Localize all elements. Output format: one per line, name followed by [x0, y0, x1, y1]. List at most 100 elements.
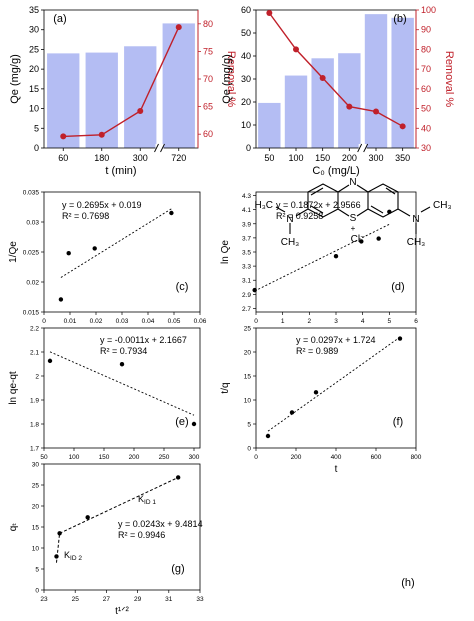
- xtick-label-g-3: 29: [134, 596, 142, 603]
- data-point-c-2: [92, 246, 97, 251]
- xtick-label-a-2: 300: [133, 153, 148, 163]
- ytick-label-b-0: 0: [246, 143, 251, 153]
- axis-break-2-b: [363, 143, 369, 153]
- ytick-label-c-4: 0.035: [23, 190, 40, 197]
- bar-b-1: [284, 75, 308, 148]
- plot-bg-g: [44, 464, 200, 590]
- xtick-label-f-4: 800: [411, 454, 422, 461]
- xtick-label-b-2: 150: [315, 153, 330, 163]
- panel-h-labels: N S + N N H₃C CH₃ CH₃ CH₃ Cl⁻: [254, 177, 451, 248]
- xtick-label-e-6: 300: [189, 454, 200, 461]
- ytick-label-g-4: 20: [32, 504, 40, 511]
- ytick-label-a-7: 35: [29, 5, 39, 15]
- data-point-g-1: [57, 531, 62, 536]
- xtick-label-d-6: 6: [414, 318, 418, 325]
- y2tick-label-b-3: 60: [421, 84, 431, 94]
- removal-point-b-3: [346, 103, 353, 110]
- fit-annotation-e-0: y = -0.0011x + 2.1667: [100, 335, 187, 345]
- panel-f: 0 200 400 600 800 0 5 10 15 20 25 y = 0.0297x + 1.7…: [220, 326, 422, 476]
- fit-annotation-f-1: R² = 0.989: [296, 346, 338, 356]
- plot-bg-e: [44, 328, 200, 448]
- panel-label-a: (a): [53, 13, 66, 25]
- data-point-f-1: [289, 410, 295, 415]
- y2tick-label-a-4: 80: [203, 19, 213, 29]
- methyl-left-lower: CH₃: [281, 237, 300, 248]
- panel-h-structure: [275, 183, 431, 234]
- ytick-label-d-4: 3.5: [242, 250, 251, 257]
- data-point-c-1: [66, 251, 71, 256]
- data-point-e-1: [119, 362, 125, 367]
- bar-a-3: [162, 23, 195, 148]
- data-point-g-3: [175, 475, 181, 480]
- bar-b-3: [338, 53, 361, 148]
- kid1-k: K: [138, 494, 144, 504]
- xtick-label-b-3: 200: [342, 153, 357, 163]
- removal-point-b-2: [319, 75, 326, 82]
- xtick-label-g-2: 27: [103, 596, 111, 603]
- ytick-label-a-1: 5: [34, 123, 39, 133]
- xtick-label-b-5: 350: [395, 153, 410, 163]
- xtick-label-d-2: 2: [308, 318, 312, 325]
- segment-label-kid1-g: KID 1: [138, 494, 156, 506]
- xtick-label-c-6: 0.06: [194, 318, 207, 325]
- removal-point-b-1: [293, 46, 299, 53]
- y2tick-label-a-1: 65: [203, 102, 213, 112]
- ytick-label-c-0: 0.015: [23, 310, 40, 317]
- ytick-label-e-0: 1.7: [30, 446, 39, 453]
- xtick-label-b-1: 100: [288, 153, 303, 163]
- right-ring-double-bond-2: [370, 205, 384, 214]
- y2tick-label-b-7: 100: [421, 5, 436, 15]
- ytick-label-f-3: 15: [244, 374, 252, 381]
- ytick-label-a-0: 0: [34, 143, 39, 153]
- data-point-c-3: [169, 210, 174, 216]
- y2tick-label-a-2: 70: [203, 74, 213, 84]
- ytick-label-d-7: 4.1: [242, 207, 251, 214]
- data-point-g-0: [54, 554, 59, 559]
- xlabel-b: C₀ (mg/L): [312, 165, 359, 177]
- ytick-label-d-2: 3.1: [242, 278, 251, 285]
- plot-frame-f: [255, 327, 417, 449]
- fit-annotation-f-0: y = 0.0297x + 1.724: [296, 335, 376, 345]
- plot-frame-g: [43, 463, 201, 591]
- panel-label-d: (d): [391, 281, 404, 293]
- charge-plus: +: [351, 224, 356, 233]
- fit-line-f: [267, 336, 401, 432]
- ytick-label-e-1: 1.8: [30, 422, 39, 429]
- ytick-label-f-5: 25: [244, 326, 252, 333]
- ylabel-g: qₜ: [8, 523, 19, 532]
- xtick-label-c-1: 0.01: [64, 318, 77, 325]
- ytick-label-b-2: 20: [241, 97, 251, 107]
- y2tick-label-b-1: 40: [421, 123, 431, 133]
- xtick-label-d-5: 5: [388, 318, 392, 325]
- ylabel-f: t/q: [220, 382, 231, 393]
- segment-label-kid2-g: KID 2: [64, 550, 82, 562]
- y2tick-label-b-2: 50: [421, 104, 431, 114]
- plot-frame-e: [43, 327, 201, 449]
- ylabel-e: ln qe-qt: [8, 371, 19, 405]
- ytick-label-b-5: 50: [241, 28, 251, 38]
- fit-annotation-e-1: R² = 0.7934: [100, 346, 147, 356]
- panel-label-h: (h): [401, 577, 414, 589]
- ylabel-a: Qe (mg/g): [9, 54, 21, 104]
- xtick-label-e-3: 150: [99, 454, 110, 461]
- atom-s: S: [350, 213, 357, 224]
- y2label-a: Removal %: [225, 51, 237, 107]
- panel-b: 0 10 20 30 40 50 60 30 40 50 60 70 80 90 100 50 100 150 20…: [221, 5, 455, 177]
- y2tick-label-a-3: 75: [203, 46, 213, 56]
- ytick-label-d-1: 2.9: [242, 292, 251, 299]
- ytick-label-d-5: 3.7: [242, 235, 251, 242]
- data-point-e-0: [47, 358, 53, 364]
- atom-n-top: N: [349, 177, 356, 188]
- y2label-b: Removal %: [443, 51, 455, 107]
- ytick-label-f-1: 5: [247, 422, 251, 429]
- left-methyl-bond-1: [275, 206, 286, 213]
- axis-break-1-b: [357, 143, 363, 153]
- right-n-bond: [397, 208, 411, 217]
- xtick-label-c-3: 0.03: [116, 318, 129, 325]
- xlabel-g: t¹ᐟ²: [115, 606, 129, 617]
- ytick-label-c-3: 0.03: [26, 220, 39, 227]
- data-point-f-2: [313, 390, 319, 395]
- xtick-label-d-3: 3: [334, 318, 338, 325]
- axis-break-gap-a: [155, 144, 164, 152]
